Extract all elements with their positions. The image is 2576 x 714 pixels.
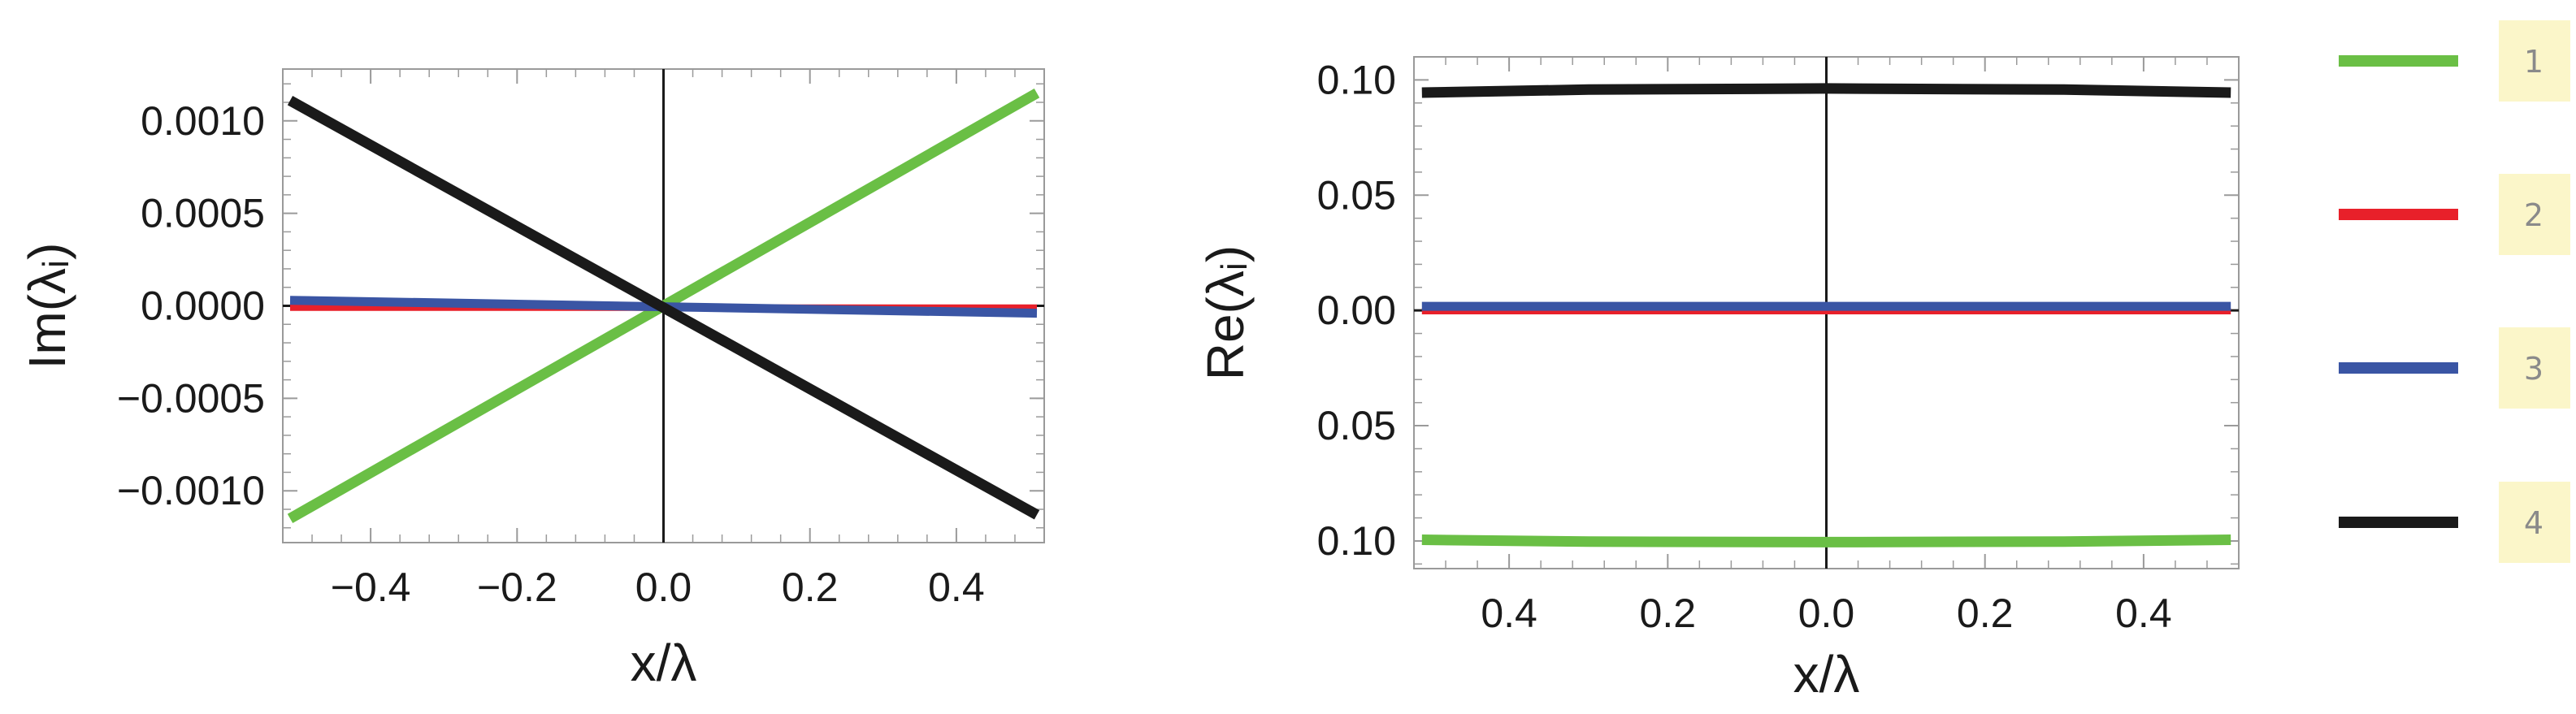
- legend-label: 4: [2524, 505, 2543, 541]
- y-tick-label: −0.0010: [117, 468, 265, 513]
- legend-item-1: 1: [2339, 20, 2570, 102]
- plot-re-lambda: 0.4 0.2 0.0 0.2 0.4 0.10 0.05 0.00 0.05 0.10 x/λ Re…: [1196, 56, 2240, 703]
- x-axis-title: x/λ: [631, 634, 697, 692]
- legend-item-2: 2: [2339, 174, 2570, 255]
- series-line-4: [1421, 83, 2231, 98]
- legend-label: 2: [2524, 197, 2543, 233]
- y-tick-label: 0.10: [1317, 57, 1396, 102]
- y-axis-title: Im(λᵢ): [18, 243, 76, 370]
- y-tick-label: 0.0005: [141, 191, 265, 236]
- x-tick-label: 0.2: [782, 565, 839, 610]
- x-axis-title: x/λ: [1793, 645, 1860, 703]
- x-tick-label: 0.2: [1640, 591, 1697, 636]
- y-tick-label: 0.0010: [141, 98, 265, 144]
- x-tick-label: 0.0: [635, 565, 692, 610]
- y-tick-label: 0.05: [1317, 403, 1396, 448]
- legend: 1 2 3 4: [2339, 20, 2570, 563]
- x-tick-label: −0.4: [331, 565, 411, 610]
- series-line-4: [287, 96, 1040, 520]
- x-tick-label: 0.4: [2115, 591, 2172, 636]
- x-tick-label: −0.2: [477, 565, 557, 610]
- x-tick-label: 0.4: [928, 565, 985, 610]
- y-axis-title: Re(λᵢ): [1196, 245, 1255, 381]
- legend-label-box: [2499, 327, 2570, 409]
- legend-item-4: 4: [2339, 482, 2570, 563]
- legend-label: 3: [2524, 351, 2543, 387]
- y-tick-label: 0.00: [1317, 288, 1396, 333]
- x-tick-label: 0.2: [1957, 591, 2014, 636]
- y-tick-label: 0.10: [1317, 518, 1396, 564]
- series-line-1: [1421, 534, 2231, 547]
- legend-label-box: [2499, 482, 2570, 563]
- legend-label-box: [2499, 20, 2570, 102]
- x-tick-label: 0.4: [1481, 591, 1537, 636]
- legend-item-3: 3: [2339, 327, 2570, 409]
- plot-im-lambda: −0.4 −0.2 0.0 0.2 0.4 0.0010 0.0005 0.0000 −0.00…: [18, 68, 1045, 692]
- legend-label: 1: [2524, 44, 2543, 80]
- y-tick-label: 0.0000: [141, 283, 265, 329]
- x-tick-label: 0.0: [1798, 591, 1855, 636]
- legend-label-box: [2499, 174, 2570, 255]
- y-tick-label: 0.05: [1317, 172, 1396, 218]
- y-tick-label: −0.0005: [117, 375, 265, 421]
